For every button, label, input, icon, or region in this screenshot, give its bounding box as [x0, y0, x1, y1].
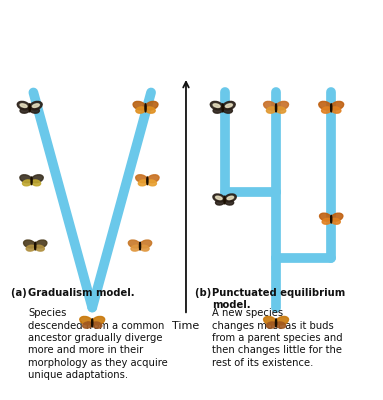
Ellipse shape	[276, 101, 288, 110]
Ellipse shape	[331, 213, 343, 221]
Ellipse shape	[145, 101, 158, 110]
Ellipse shape	[83, 322, 92, 328]
Ellipse shape	[29, 107, 39, 113]
Ellipse shape	[224, 196, 225, 204]
Ellipse shape	[267, 107, 276, 113]
Ellipse shape	[322, 107, 331, 113]
Ellipse shape	[331, 104, 332, 112]
Ellipse shape	[213, 107, 223, 113]
Ellipse shape	[35, 245, 44, 251]
Ellipse shape	[147, 177, 148, 184]
Ellipse shape	[26, 245, 36, 251]
Ellipse shape	[276, 316, 288, 325]
Ellipse shape	[35, 240, 47, 248]
Ellipse shape	[92, 322, 102, 328]
Ellipse shape	[131, 245, 140, 251]
Ellipse shape	[145, 107, 155, 113]
Ellipse shape	[213, 104, 220, 108]
Ellipse shape	[80, 316, 92, 325]
Ellipse shape	[226, 104, 232, 108]
Ellipse shape	[31, 180, 41, 186]
Ellipse shape	[223, 101, 235, 110]
Ellipse shape	[322, 218, 331, 224]
Ellipse shape	[20, 104, 27, 108]
Ellipse shape	[128, 240, 140, 248]
Ellipse shape	[138, 180, 147, 186]
Ellipse shape	[216, 196, 222, 200]
Ellipse shape	[223, 107, 232, 113]
Text: Gradualism model.: Gradualism model.	[28, 288, 134, 298]
Ellipse shape	[319, 101, 331, 110]
Ellipse shape	[147, 175, 159, 183]
Ellipse shape	[140, 240, 152, 248]
Text: Species
descended from a common
ancestor gradually diverge
more and more in thei: Species descended from a common ancestor…	[28, 308, 168, 380]
Ellipse shape	[20, 175, 32, 183]
Ellipse shape	[227, 196, 234, 200]
Ellipse shape	[145, 104, 146, 112]
Ellipse shape	[331, 216, 332, 223]
Ellipse shape	[224, 199, 234, 205]
Ellipse shape	[331, 107, 341, 113]
Text: A new species
changes most as it buds
from a parent species and
then changes lit: A new species changes most as it buds fr…	[212, 308, 342, 368]
Ellipse shape	[31, 177, 32, 184]
Ellipse shape	[31, 175, 43, 183]
Ellipse shape	[139, 242, 141, 250]
Ellipse shape	[276, 322, 286, 328]
Ellipse shape	[264, 101, 276, 110]
Ellipse shape	[29, 101, 42, 110]
Ellipse shape	[275, 104, 277, 112]
Ellipse shape	[33, 104, 39, 108]
Text: (b): (b)	[195, 288, 215, 298]
Ellipse shape	[264, 316, 276, 325]
Ellipse shape	[29, 104, 30, 112]
Ellipse shape	[92, 319, 93, 327]
Ellipse shape	[210, 101, 223, 110]
Ellipse shape	[267, 322, 276, 328]
Ellipse shape	[224, 194, 236, 202]
Ellipse shape	[17, 101, 30, 110]
Ellipse shape	[23, 180, 32, 186]
Ellipse shape	[136, 175, 147, 183]
Ellipse shape	[331, 101, 344, 110]
Ellipse shape	[276, 107, 286, 113]
Ellipse shape	[140, 245, 149, 251]
Text: Punctuated equilibrium
model.: Punctuated equilibrium model.	[212, 288, 345, 310]
Ellipse shape	[136, 107, 146, 113]
Ellipse shape	[35, 242, 36, 250]
Ellipse shape	[133, 101, 146, 110]
Ellipse shape	[147, 180, 156, 186]
Ellipse shape	[24, 240, 36, 248]
Text: Time: Time	[172, 321, 200, 331]
Ellipse shape	[275, 319, 277, 327]
Ellipse shape	[92, 316, 105, 325]
Ellipse shape	[319, 213, 331, 221]
Ellipse shape	[222, 104, 223, 112]
Ellipse shape	[331, 218, 340, 224]
Ellipse shape	[216, 199, 225, 205]
Text: (a): (a)	[11, 288, 31, 298]
Ellipse shape	[20, 107, 30, 113]
Ellipse shape	[213, 194, 225, 202]
